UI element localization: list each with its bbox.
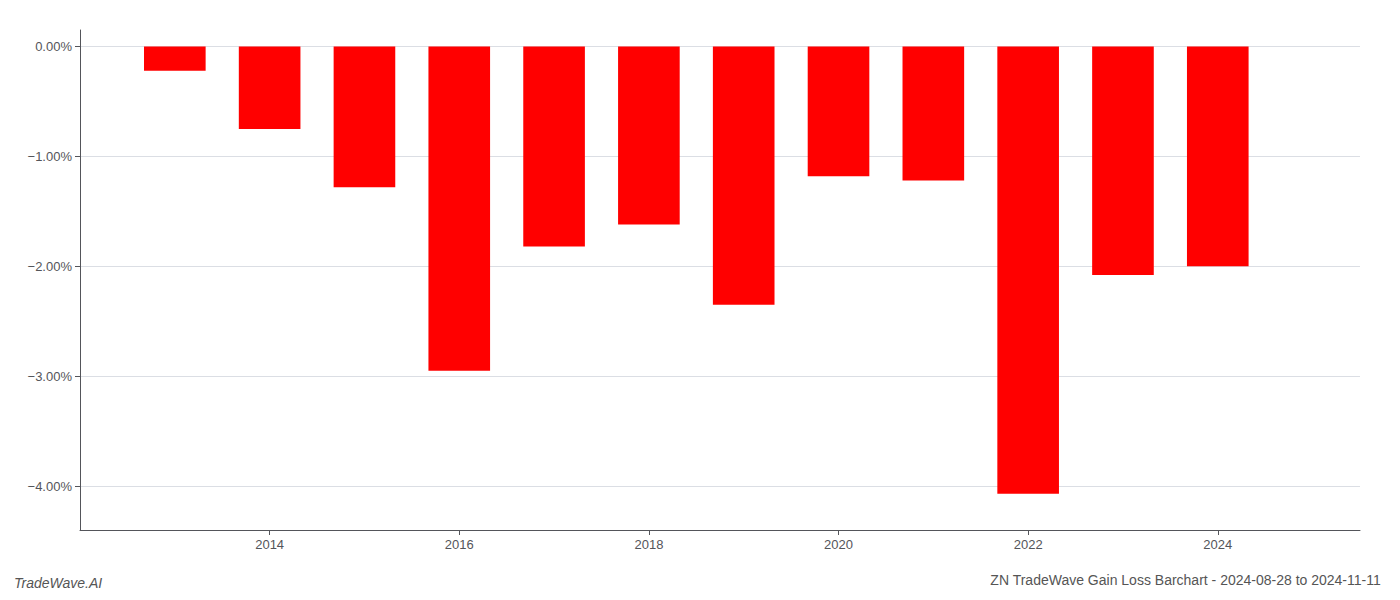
- svg-text:2018: 2018: [634, 537, 663, 552]
- svg-text:2014: 2014: [255, 537, 284, 552]
- svg-text:ZN TradeWave Gain Loss Barchar: ZN TradeWave Gain Loss Barchart - 2024-0…: [990, 572, 1381, 588]
- svg-text:−4.00%: −4.00%: [28, 479, 73, 494]
- svg-text:−2.00%: −2.00%: [28, 259, 73, 274]
- svg-text:2022: 2022: [1014, 537, 1043, 552]
- svg-text:TradeWave.AI: TradeWave.AI: [14, 575, 102, 591]
- svg-text:2016: 2016: [445, 537, 474, 552]
- svg-text:0.00%: 0.00%: [35, 39, 72, 54]
- svg-text:−1.00%: −1.00%: [28, 149, 73, 164]
- svg-text:2020: 2020: [824, 537, 853, 552]
- svg-text:−3.00%: −3.00%: [28, 369, 73, 384]
- svg-text:2024: 2024: [1203, 537, 1232, 552]
